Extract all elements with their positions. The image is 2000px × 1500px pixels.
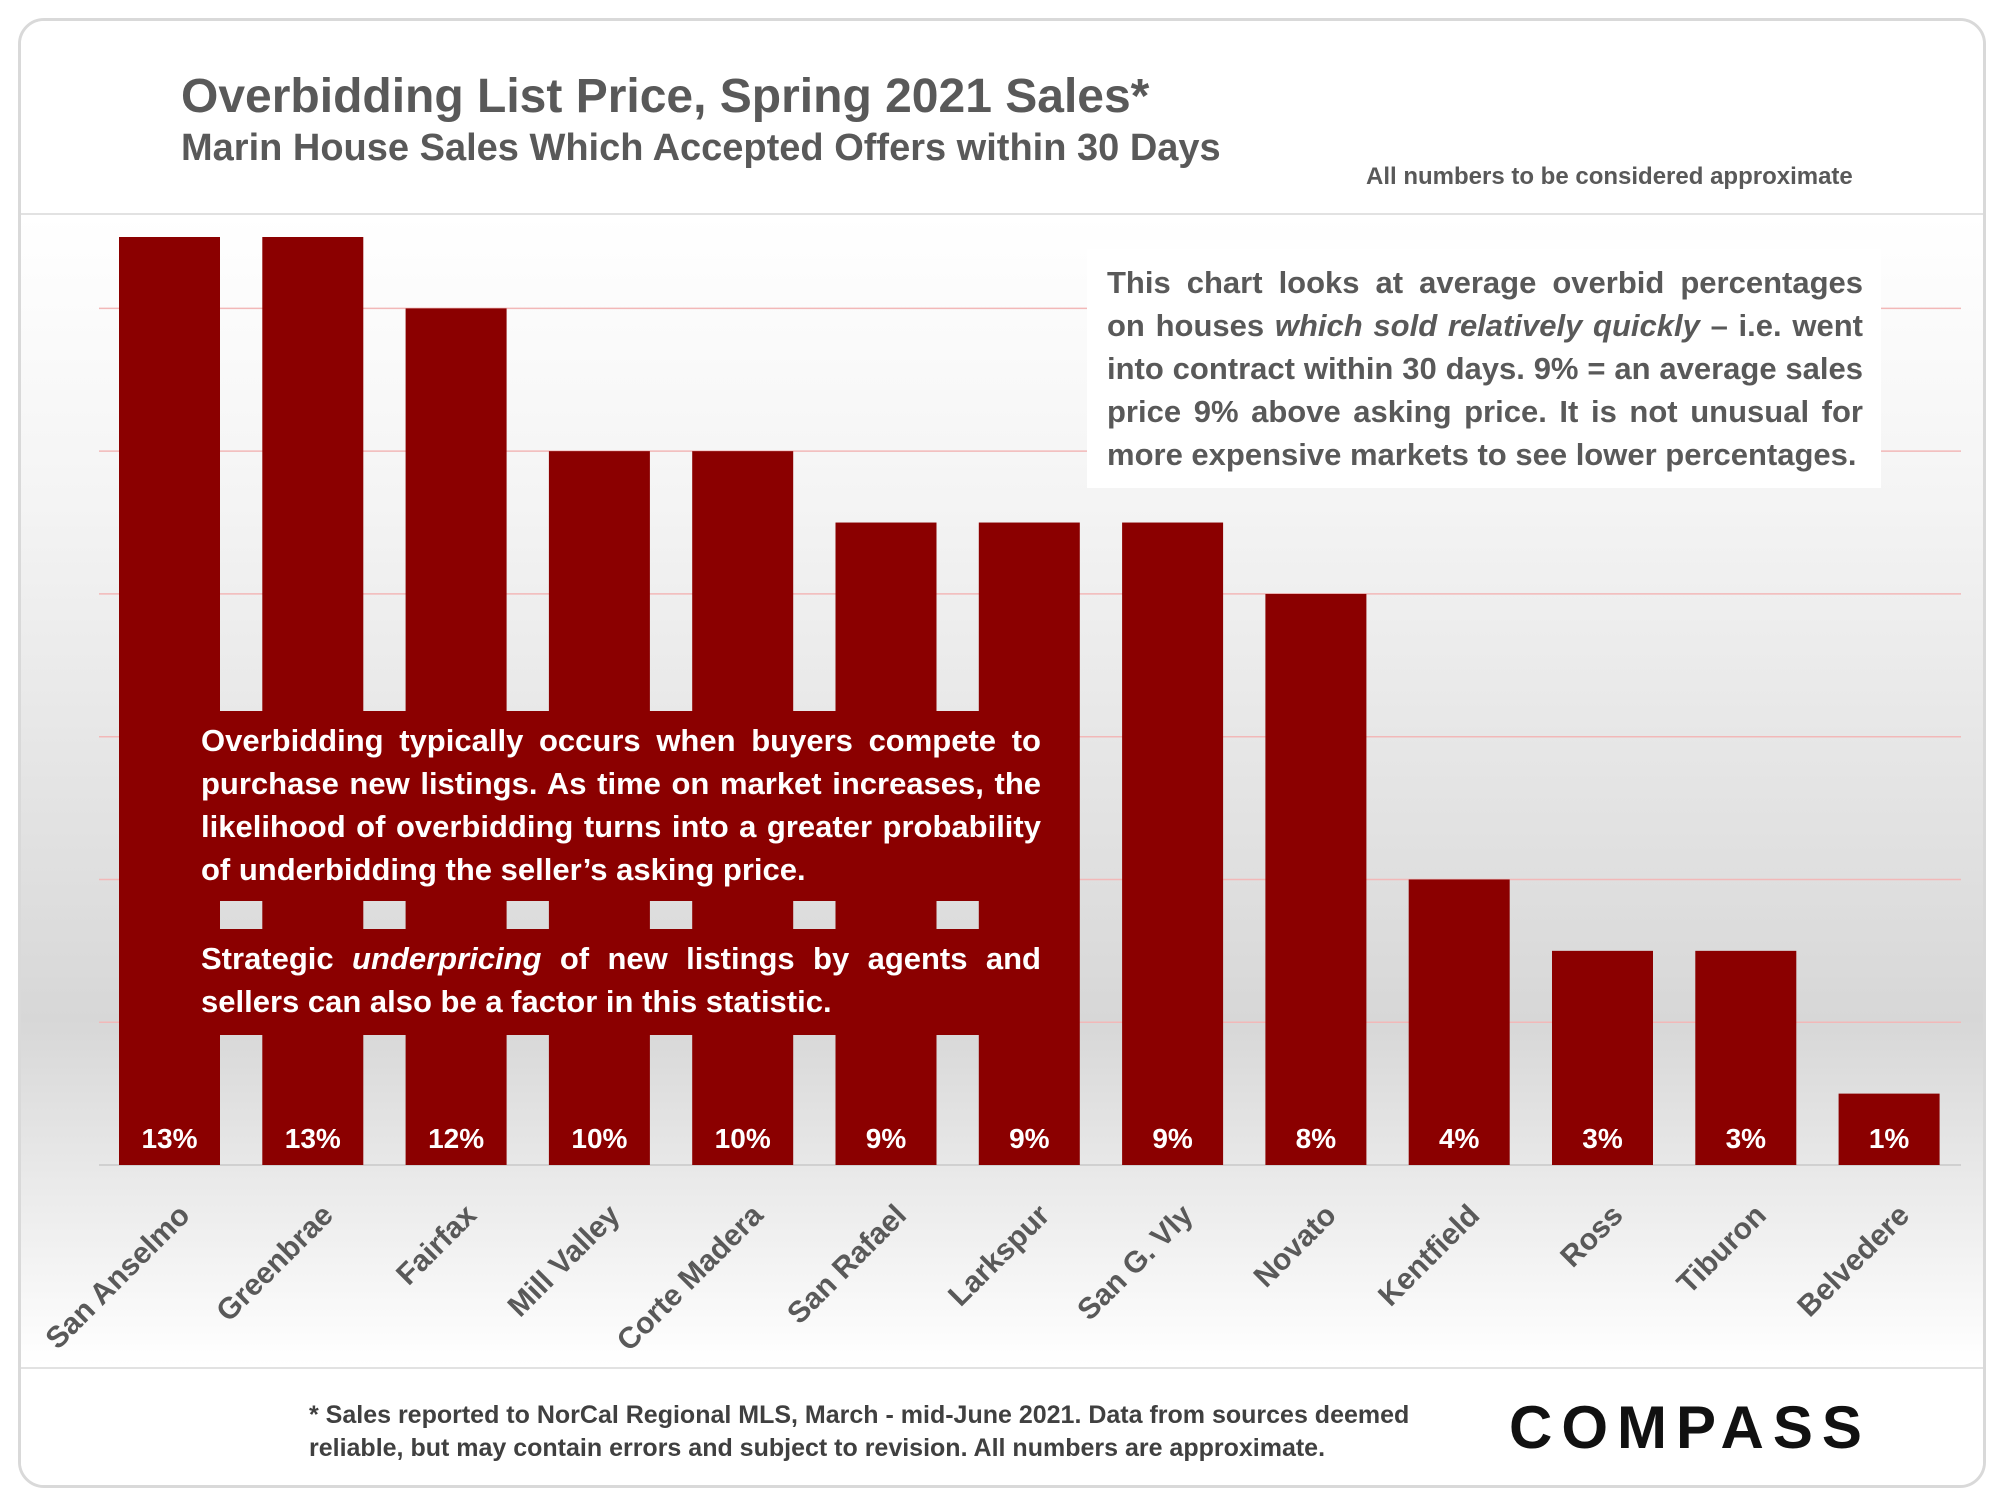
bar-san-g-vly: [1122, 522, 1224, 1165]
underpricing-note-box: Strategic underpricing of new listings b…: [179, 929, 1063, 1035]
category-label: Mill Valley: [502, 1198, 627, 1323]
category-label: Corte Madera: [611, 1198, 770, 1357]
category-label: San Anselmo: [40, 1199, 197, 1356]
bar-kentfield: [1408, 879, 1510, 1165]
value-label: 4%: [1439, 1123, 1480, 1154]
value-label: 12%: [428, 1123, 484, 1154]
category-labels: San Anselmo Greenbrae Fairfax Mill ValleyCo…: [40, 1198, 1917, 1357]
underpricing-text-1: Strategic: [201, 941, 353, 976]
underpricing-text-2: of new listings by agents and sellers ca…: [201, 941, 1041, 1019]
category-label: Kentfield: [1372, 1199, 1486, 1313]
value-labels: 13% 13% 12% 10% 10% 9% 9% 9% 8% 4% 3% 3% 1%: [141, 1123, 1909, 1154]
bar-belvedere: [1838, 1093, 1940, 1165]
value-label: 1%: [1869, 1123, 1910, 1154]
value-label: 13%: [285, 1123, 341, 1154]
value-label: 9%: [866, 1123, 907, 1154]
bar-novato: [1265, 593, 1367, 1165]
category-label: San Rafael: [781, 1199, 913, 1331]
explanation-text-2: – i.e. went into contract within 30 days…: [1107, 308, 1863, 472]
value-label: 13%: [141, 1123, 197, 1154]
value-label: 3%: [1582, 1123, 1623, 1154]
compass-logo: COMPASS: [1509, 1394, 1871, 1461]
explanation-text-italic: which sold relatively quickly: [1274, 308, 1700, 343]
category-label: Greenbrae: [210, 1199, 339, 1328]
footnote: * Sales reported to NorCal Regional MLS,…: [309, 1401, 1410, 1462]
chart-subtitle: Marin House Sales Which Accepted Offers …: [181, 127, 1221, 169]
category-label: Larkspur: [942, 1198, 1056, 1312]
chart-title: Overbidding List Price, Spring 2021 Sale…: [181, 70, 1150, 123]
category-label: Fairfax: [390, 1198, 483, 1291]
bar-chart: 13% 13% 12% 10% 10% 9% 9% 9% 8% 4% 3% 3% 1% San Anse…: [40, 237, 1961, 1358]
value-label: 9%: [1009, 1123, 1050, 1154]
chart-header: Overbidding List Price, Spring 2021 Sale…: [21, 21, 1983, 215]
value-label: 8%: [1296, 1123, 1337, 1154]
category-label: Ross: [1554, 1199, 1629, 1274]
chart-card: Overbidding List Price, Spring 2021 Sale…: [18, 18, 1986, 1488]
bar-tiburon: [1695, 950, 1797, 1165]
explanation-box: This chart looks at average overbid perc…: [1087, 249, 1881, 488]
category-label: Novato: [1248, 1199, 1343, 1294]
underpricing-text-italic: underpricing: [352, 941, 542, 976]
approximate-note: All numbers to be considered approximate: [1366, 163, 1853, 190]
value-label: 10%: [715, 1123, 771, 1154]
explanation-text-1: This chart looks at average overbid perc…: [1107, 265, 1863, 343]
chart-footer: * Sales reported to NorCal Regional MLS,…: [21, 1367, 1983, 1485]
value-label: 3%: [1726, 1123, 1767, 1154]
bar-ross: [1552, 950, 1653, 1165]
category-label: San G. Vly: [1071, 1198, 1199, 1326]
value-label: 10%: [571, 1123, 627, 1154]
overbidding-note-box: Overbidding typically occurs when buyers…: [179, 711, 1063, 901]
category-label: Belvedere: [1791, 1199, 1916, 1324]
category-label: Tiburon: [1671, 1199, 1773, 1301]
value-label: 9%: [1152, 1123, 1193, 1154]
